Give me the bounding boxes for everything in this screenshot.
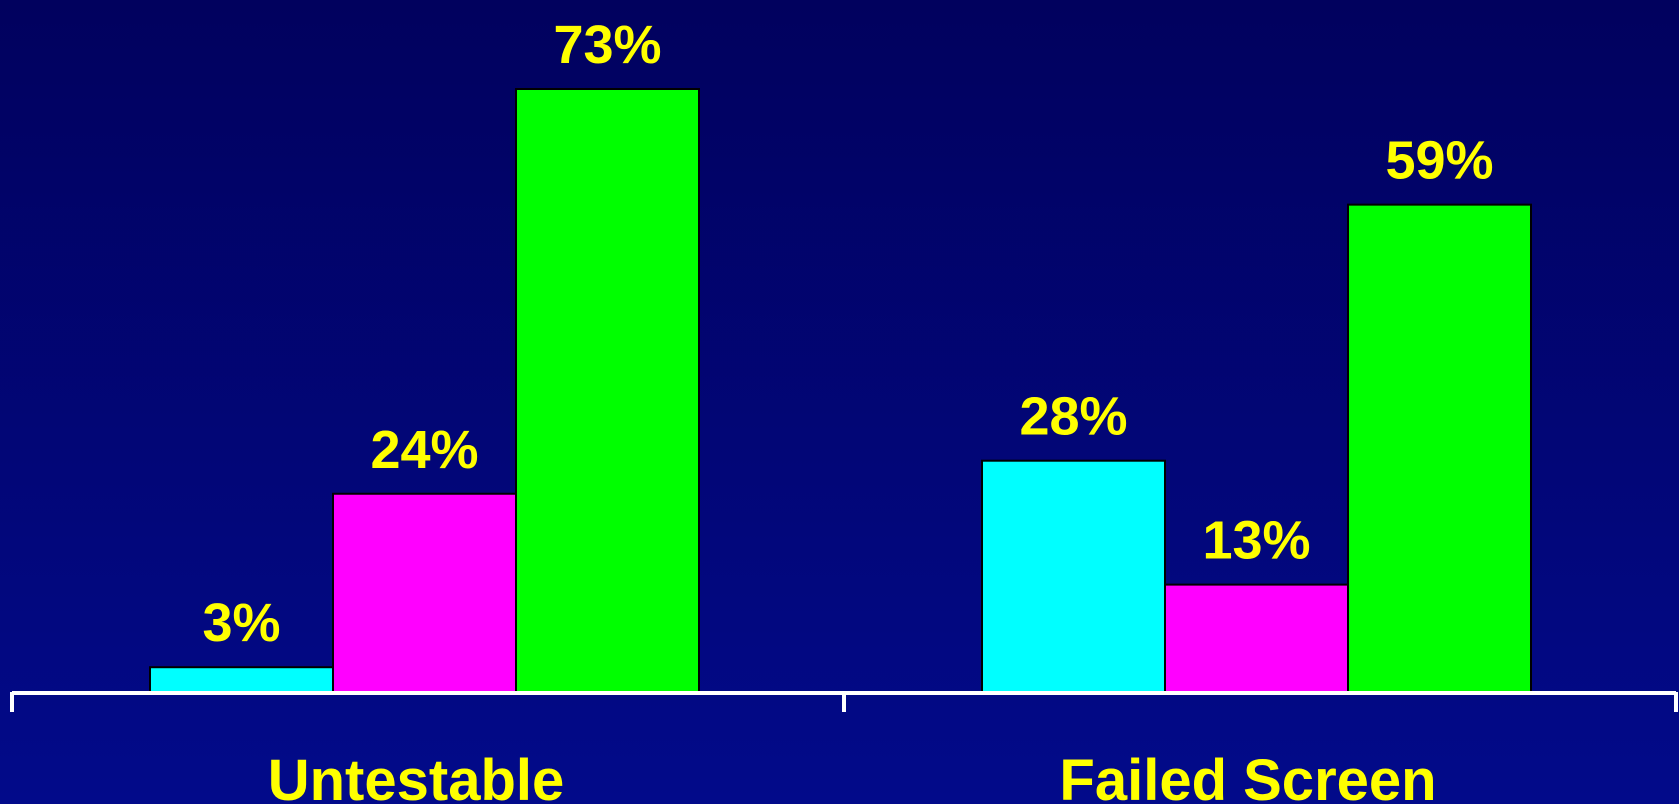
bar-untestable-1 [149, 666, 334, 693]
data-label: 13% [1202, 511, 1310, 571]
bar-failed-screen-2 [1164, 583, 1349, 694]
bar-untestable-3 [515, 88, 700, 693]
bar-failed-screen-3 [1347, 203, 1532, 693]
category-label: Failed Screen [1059, 748, 1436, 804]
data-label: 28% [1019, 387, 1127, 447]
data-label: 73% [553, 15, 661, 75]
category-label: Untestable [268, 748, 565, 804]
data-label: 59% [1385, 131, 1493, 191]
data-label: 3% [202, 593, 280, 653]
bar-failed-screen-1 [981, 459, 1166, 694]
bar-untestable-2 [332, 492, 517, 693]
data-label: 24% [370, 420, 478, 480]
